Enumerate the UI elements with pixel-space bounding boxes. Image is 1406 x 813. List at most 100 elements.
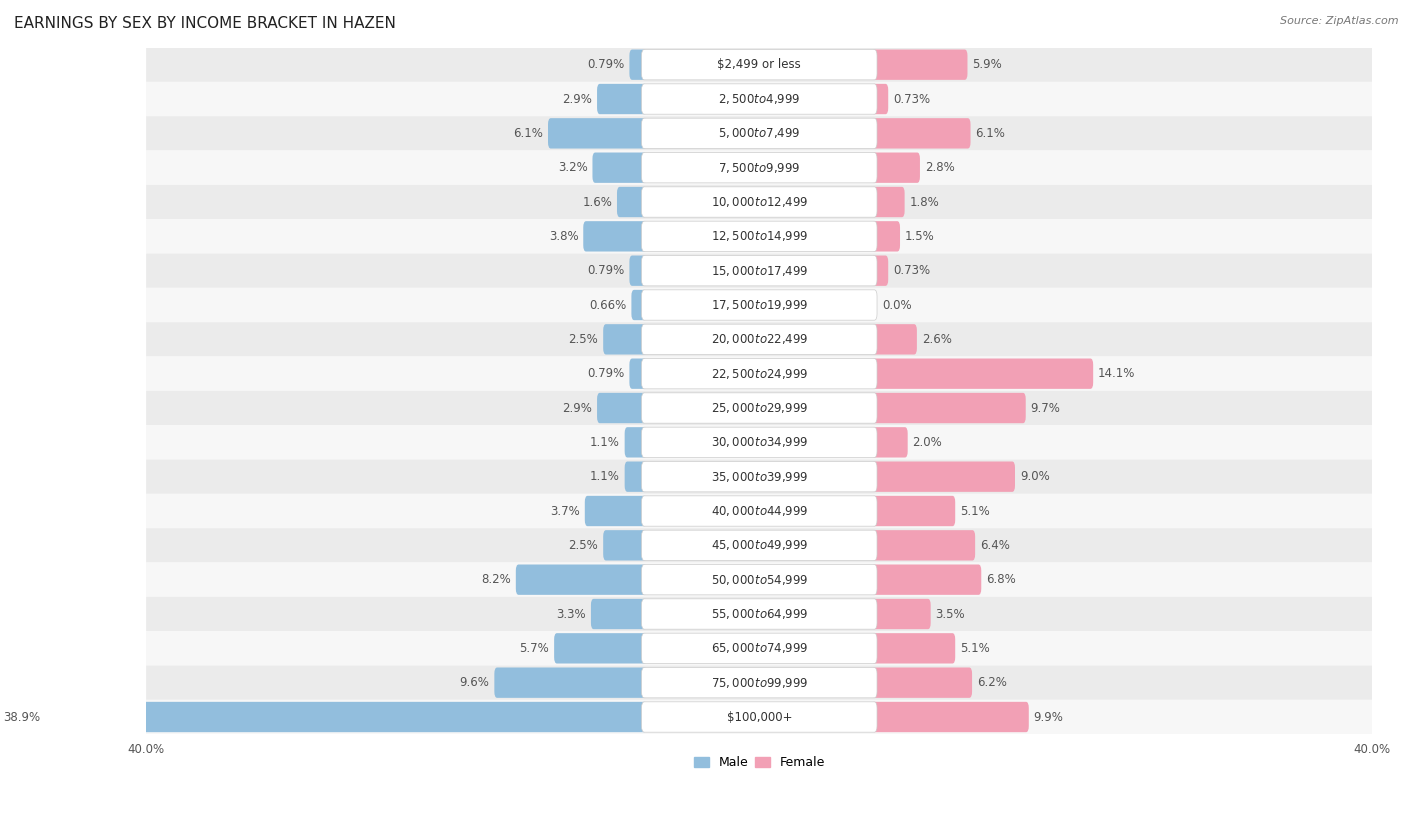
Text: 5.7%: 5.7% — [519, 641, 550, 654]
FancyBboxPatch shape — [641, 633, 877, 663]
FancyBboxPatch shape — [495, 667, 647, 698]
Text: 3.3%: 3.3% — [557, 607, 586, 620]
Text: $5,000 to $7,499: $5,000 to $7,499 — [718, 126, 800, 141]
FancyBboxPatch shape — [641, 50, 877, 80]
FancyBboxPatch shape — [872, 153, 920, 183]
Text: $20,000 to $22,499: $20,000 to $22,499 — [710, 333, 808, 346]
Text: 6.4%: 6.4% — [980, 539, 1010, 552]
FancyBboxPatch shape — [591, 599, 647, 629]
Text: Source: ZipAtlas.com: Source: ZipAtlas.com — [1281, 16, 1399, 26]
FancyBboxPatch shape — [630, 50, 647, 80]
FancyBboxPatch shape — [872, 633, 955, 663]
FancyBboxPatch shape — [641, 84, 877, 114]
FancyBboxPatch shape — [146, 82, 1372, 116]
Text: 1.1%: 1.1% — [591, 436, 620, 449]
FancyBboxPatch shape — [872, 118, 970, 149]
FancyBboxPatch shape — [872, 496, 955, 526]
Text: 2.6%: 2.6% — [922, 333, 952, 346]
FancyBboxPatch shape — [641, 496, 877, 526]
FancyBboxPatch shape — [630, 255, 647, 286]
Text: $2,500 to $4,999: $2,500 to $4,999 — [718, 92, 800, 106]
FancyBboxPatch shape — [598, 84, 647, 114]
FancyBboxPatch shape — [641, 118, 877, 149]
FancyBboxPatch shape — [872, 393, 1026, 424]
Text: $50,000 to $54,999: $50,000 to $54,999 — [710, 572, 808, 587]
FancyBboxPatch shape — [146, 597, 1372, 631]
FancyBboxPatch shape — [585, 496, 647, 526]
Text: $100,000+: $100,000+ — [727, 711, 792, 724]
Text: 9.7%: 9.7% — [1031, 402, 1060, 415]
FancyBboxPatch shape — [641, 359, 877, 389]
FancyBboxPatch shape — [641, 187, 877, 217]
FancyBboxPatch shape — [146, 631, 1372, 666]
Text: $35,000 to $39,999: $35,000 to $39,999 — [710, 470, 808, 484]
Text: 1.1%: 1.1% — [591, 470, 620, 483]
Text: 2.8%: 2.8% — [925, 161, 955, 174]
FancyBboxPatch shape — [641, 564, 877, 595]
Text: 3.7%: 3.7% — [550, 505, 579, 518]
FancyBboxPatch shape — [872, 599, 931, 629]
Text: 2.5%: 2.5% — [568, 333, 599, 346]
Text: 0.79%: 0.79% — [588, 59, 624, 72]
FancyBboxPatch shape — [631, 290, 647, 320]
FancyBboxPatch shape — [146, 563, 1372, 597]
Text: 6.8%: 6.8% — [986, 573, 1017, 586]
Text: 38.9%: 38.9% — [3, 711, 41, 724]
FancyBboxPatch shape — [872, 359, 1094, 389]
FancyBboxPatch shape — [146, 700, 1372, 734]
FancyBboxPatch shape — [146, 220, 1372, 254]
FancyBboxPatch shape — [624, 427, 647, 458]
Text: 5.9%: 5.9% — [973, 59, 1002, 72]
Text: $75,000 to $99,999: $75,000 to $99,999 — [710, 676, 808, 689]
FancyBboxPatch shape — [641, 221, 877, 251]
Text: $2,499 or less: $2,499 or less — [717, 59, 801, 72]
FancyBboxPatch shape — [641, 324, 877, 354]
Legend: Male, Female: Male, Female — [693, 756, 825, 769]
FancyBboxPatch shape — [603, 530, 647, 560]
Text: $40,000 to $44,999: $40,000 to $44,999 — [710, 504, 808, 518]
FancyBboxPatch shape — [146, 493, 1372, 528]
FancyBboxPatch shape — [548, 118, 647, 149]
FancyBboxPatch shape — [146, 459, 1372, 493]
FancyBboxPatch shape — [146, 391, 1372, 425]
Text: $45,000 to $49,999: $45,000 to $49,999 — [710, 538, 808, 552]
FancyBboxPatch shape — [641, 153, 877, 183]
FancyBboxPatch shape — [641, 667, 877, 698]
Text: $10,000 to $12,499: $10,000 to $12,499 — [710, 195, 808, 209]
Text: $17,500 to $19,999: $17,500 to $19,999 — [710, 298, 808, 312]
Text: $25,000 to $29,999: $25,000 to $29,999 — [710, 401, 808, 415]
Text: 2.5%: 2.5% — [568, 539, 599, 552]
FancyBboxPatch shape — [641, 393, 877, 424]
Text: 9.6%: 9.6% — [460, 676, 489, 689]
FancyBboxPatch shape — [641, 427, 877, 458]
FancyBboxPatch shape — [872, 187, 904, 217]
Text: 2.9%: 2.9% — [562, 93, 592, 106]
Text: 5.1%: 5.1% — [960, 641, 990, 654]
Text: 2.0%: 2.0% — [912, 436, 942, 449]
Text: $22,500 to $24,999: $22,500 to $24,999 — [710, 367, 808, 380]
FancyBboxPatch shape — [872, 667, 972, 698]
FancyBboxPatch shape — [872, 702, 1029, 733]
FancyBboxPatch shape — [146, 47, 1372, 82]
FancyBboxPatch shape — [872, 564, 981, 595]
FancyBboxPatch shape — [146, 425, 1372, 459]
FancyBboxPatch shape — [872, 324, 917, 354]
FancyBboxPatch shape — [45, 702, 647, 733]
FancyBboxPatch shape — [641, 290, 877, 320]
Text: 0.79%: 0.79% — [588, 367, 624, 380]
FancyBboxPatch shape — [146, 116, 1372, 150]
FancyBboxPatch shape — [872, 84, 889, 114]
Text: 6.1%: 6.1% — [976, 127, 1005, 140]
FancyBboxPatch shape — [872, 50, 967, 80]
FancyBboxPatch shape — [617, 187, 647, 217]
Text: 9.9%: 9.9% — [1033, 711, 1063, 724]
FancyBboxPatch shape — [146, 185, 1372, 220]
Text: 1.5%: 1.5% — [905, 230, 935, 243]
FancyBboxPatch shape — [598, 393, 647, 424]
FancyBboxPatch shape — [872, 530, 976, 560]
FancyBboxPatch shape — [146, 528, 1372, 563]
Text: $15,000 to $17,499: $15,000 to $17,499 — [710, 263, 808, 278]
Text: $12,500 to $14,999: $12,500 to $14,999 — [710, 229, 808, 243]
FancyBboxPatch shape — [624, 462, 647, 492]
Text: 14.1%: 14.1% — [1098, 367, 1136, 380]
